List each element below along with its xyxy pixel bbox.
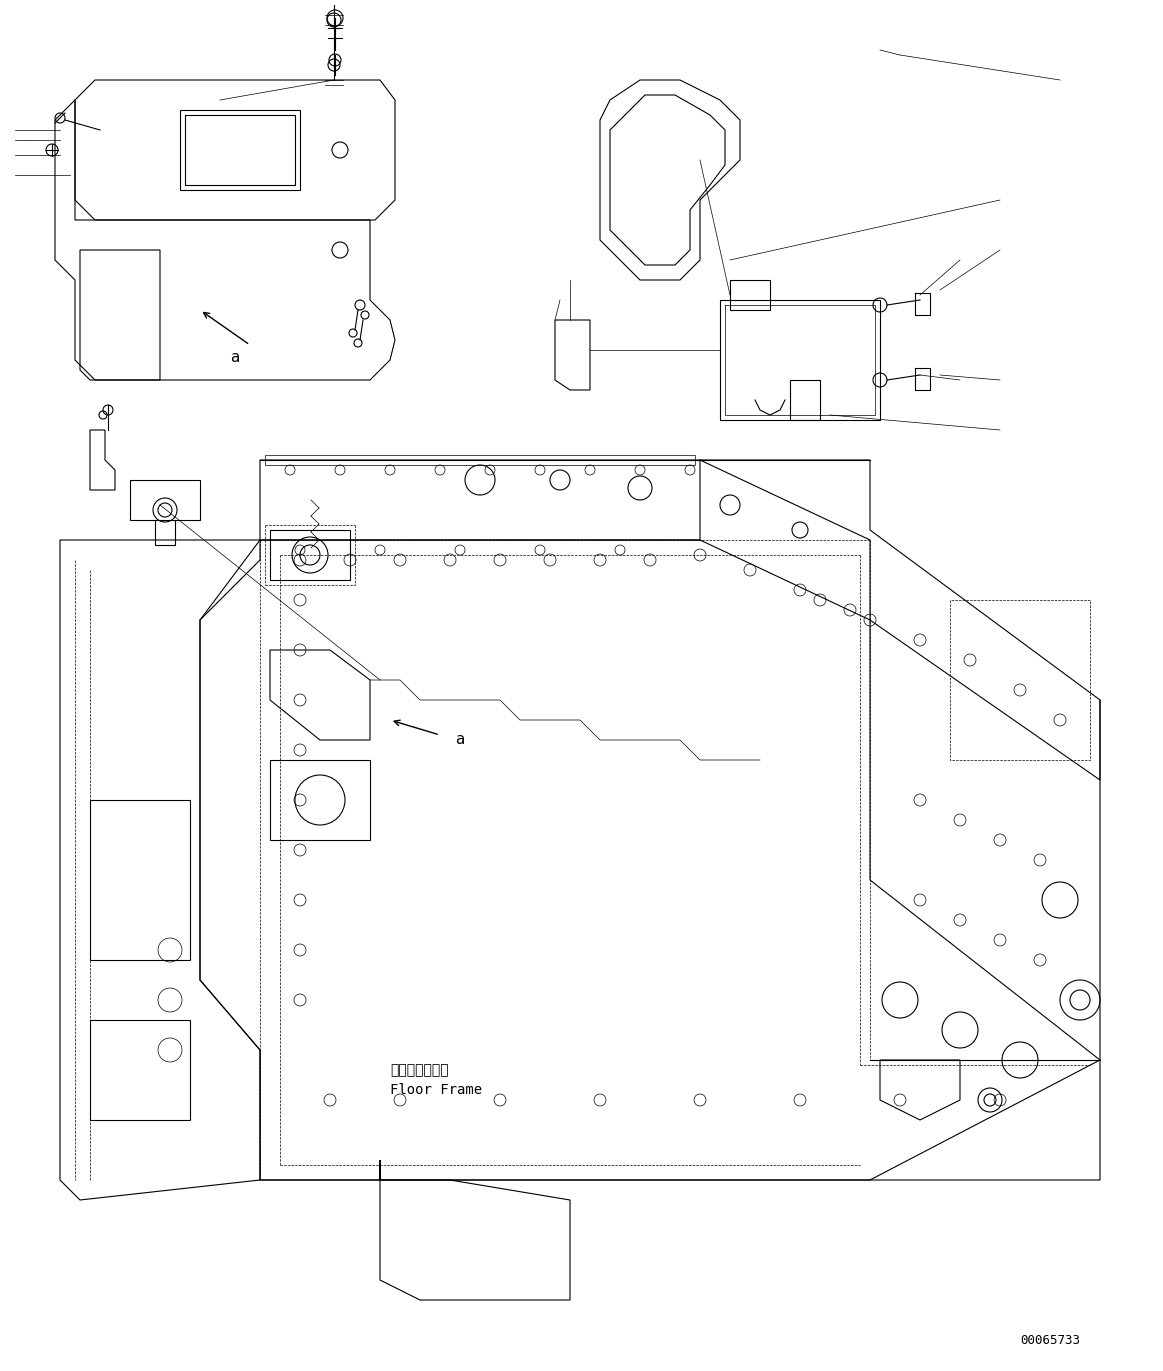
Text: フロアフレーム: フロアフレーム [390, 1063, 449, 1078]
Text: Floor Frame: Floor Frame [390, 1083, 483, 1097]
Text: 00065733: 00065733 [1020, 1334, 1080, 1346]
Text: a: a [455, 732, 465, 747]
Text: a: a [230, 351, 240, 366]
